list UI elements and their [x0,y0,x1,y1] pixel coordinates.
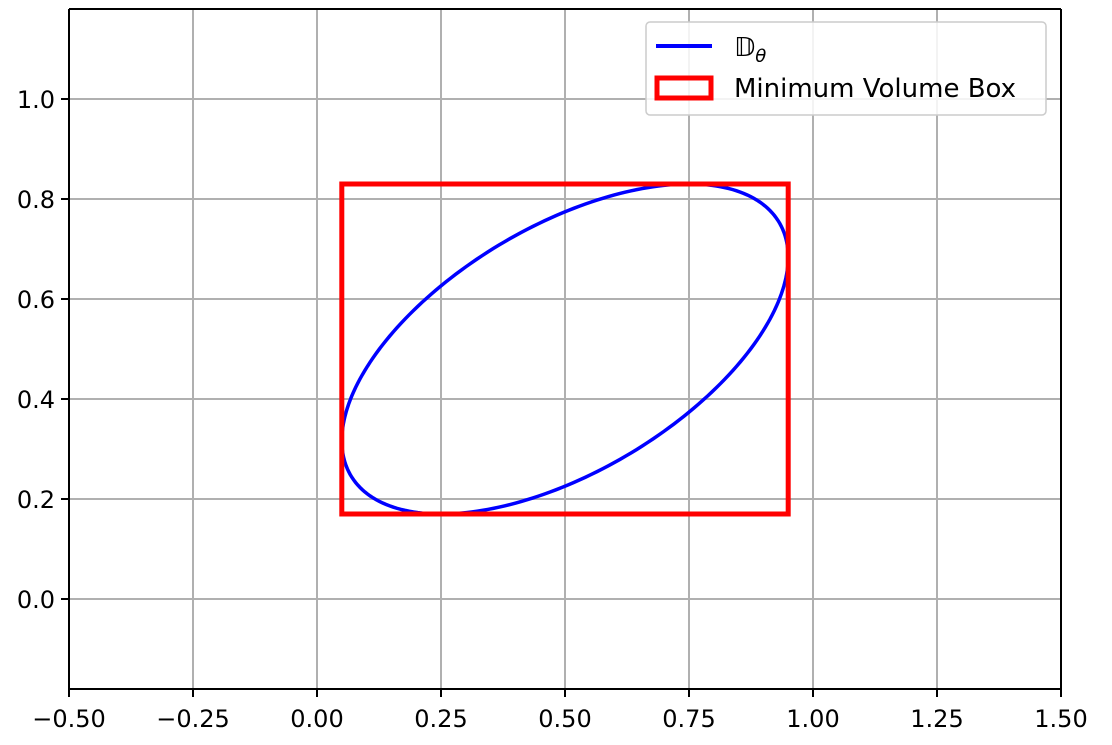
y-tick-label: 0.4 [17,386,55,414]
y-tick-label: 1.0 [17,86,55,114]
legend-box-label: Minimum Volume Box [734,74,1016,104]
minimum-volume-box [339,181,791,517]
x-tick-label: 1.00 [786,705,839,733]
legend-ellipse-label: 𝔻θ [734,33,766,67]
x-tick-label: 1.25 [910,705,963,733]
x-tick-label: −0.50 [32,705,106,733]
legend-frame [645,21,1047,116]
y-tick-label: 0.0 [17,586,55,614]
plot-area [339,181,791,517]
grid [68,9,1062,689]
y-tick-label: 0.6 [17,286,55,314]
y-tick-label: 0.2 [17,486,55,514]
legend-ellipse-label-sub: θ [755,46,766,67]
x-tick-label: 0.25 [414,705,467,733]
legend-ellipse-label-main: 𝔻 [734,33,755,63]
x-tick-label: 0.50 [538,705,591,733]
y-tick-label: 0.8 [17,186,55,214]
legend-box-swatch [654,75,714,101]
x-tick-label: 1.50 [1034,705,1087,733]
x-tick-label: 0.75 [662,705,715,733]
x-tick-label: −0.25 [156,705,230,733]
x-tick-label: 0.00 [290,705,343,733]
legend: 𝔻θ Minimum Volume Box [645,21,1047,116]
axes: −0.50 −0.25 0.00 0.25 0.50 0.75 1.00 1.25 1.50 0.… [17,8,1088,733]
